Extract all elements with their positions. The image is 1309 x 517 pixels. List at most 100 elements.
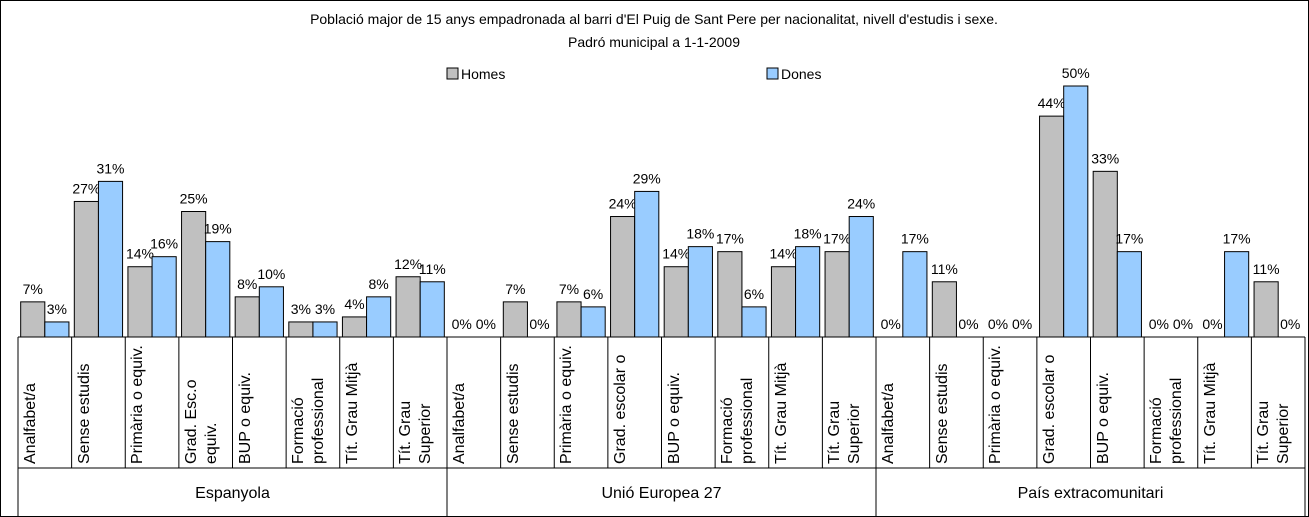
category-label: Formació professional (719, 377, 757, 464)
value-label: 11% (419, 261, 446, 277)
bar (97, 180, 124, 338)
value-label: 25% (180, 191, 208, 207)
category-label: Sense estudis (75, 363, 93, 464)
group-label: País extracomunitari (1018, 485, 1164, 502)
value-label: 17% (1115, 231, 1143, 247)
value-label: 24% (609, 196, 637, 212)
value-label: 0% (452, 316, 472, 332)
bar (848, 216, 874, 338)
value-label: 17% (901, 231, 929, 247)
value-label: 16% (150, 236, 178, 252)
bar (610, 216, 636, 338)
bar (770, 266, 797, 338)
value-label: 29% (633, 170, 661, 186)
bar (395, 276, 421, 338)
value-label: 7% (505, 281, 525, 297)
category-label: Grad. escolar o (611, 354, 629, 464)
category-label: Tít. Grau Superior (1255, 400, 1293, 464)
value-label: 0% (1173, 316, 1193, 332)
value-label: 18% (794, 226, 822, 242)
value-label: 14% (769, 246, 797, 262)
group-label: Espanyola (195, 485, 270, 502)
category-label: Primària o equiv. (129, 345, 147, 464)
value-label: 8% (237, 276, 257, 292)
category-label: Analfabet/a (451, 383, 468, 464)
bar (795, 246, 821, 338)
value-label: 7% (23, 281, 43, 297)
category-label: Tít. Grau Mitjà (1201, 362, 1219, 464)
category-label: Grad. Esc.o equiv. (182, 379, 220, 464)
bar (151, 256, 177, 338)
bar (502, 301, 528, 338)
bar (1092, 170, 1118, 338)
bar (824, 251, 850, 338)
value-label: 14% (126, 246, 154, 262)
value-label: 14% (662, 246, 690, 262)
bar (234, 296, 260, 338)
category-label: Sense estudis (933, 363, 951, 464)
value-label: 17% (716, 231, 744, 247)
category-label: Analfabet/a (22, 383, 39, 464)
bar (312, 321, 338, 338)
bar (341, 316, 368, 338)
category-label: Primària o equiv. (558, 345, 576, 464)
bar (741, 306, 767, 338)
value-label: 6% (583, 286, 603, 302)
bar (288, 321, 314, 338)
chart-title: Població major de 15 anys empadronada al… (310, 11, 998, 27)
value-label: 0% (881, 316, 901, 332)
bar (1224, 251, 1250, 338)
value-label: 0% (529, 316, 549, 332)
bar (258, 286, 284, 338)
legend-label: Homes (461, 66, 505, 82)
value-label: 17% (1223, 231, 1251, 247)
bar (1063, 85, 1089, 338)
bar (20, 301, 46, 338)
bar (931, 281, 957, 338)
category-label: Grad. escolar o (1040, 354, 1058, 464)
chart-subtitle: Padró municipal a 1-1-2009 (568, 34, 740, 50)
value-label: 0% (988, 316, 1008, 332)
value-label: 3% (291, 301, 311, 317)
category-label: Tít. Grau Superior (397, 400, 435, 464)
category-label: Tít. Grau Superior (826, 400, 864, 464)
bar (634, 190, 660, 338)
bar (127, 266, 153, 338)
category-label: BUP o equiv. (1094, 372, 1112, 464)
bar (687, 246, 713, 338)
bar (419, 281, 445, 338)
value-label: 11% (1253, 261, 1280, 277)
value-label: 19% (204, 221, 232, 237)
bar (580, 306, 606, 338)
value-label: 0% (958, 316, 978, 332)
value-label: 6% (744, 286, 764, 302)
value-label: 17% (823, 231, 851, 247)
value-label: 24% (847, 196, 875, 212)
bar (1116, 251, 1142, 338)
value-label: 0% (1202, 316, 1222, 332)
category-label: Tít. Grau Mitjà (772, 362, 790, 464)
bar (663, 266, 689, 338)
bar (1253, 281, 1279, 338)
legend-swatch (446, 67, 459, 80)
category-label: BUP o equiv. (665, 372, 683, 464)
value-label: 0% (476, 316, 496, 332)
value-label: 7% (559, 281, 579, 297)
group-label: Unió Europea 27 (601, 485, 721, 502)
bar (1039, 115, 1065, 338)
value-label: 50% (1062, 65, 1090, 81)
value-label: 10% (257, 266, 285, 282)
category-label: Tít. Grau Mitjà (343, 362, 361, 464)
bar (717, 251, 743, 338)
value-label: 3% (315, 301, 335, 317)
bar (366, 296, 392, 338)
value-label: 4% (344, 296, 364, 312)
bar (181, 211, 207, 338)
value-label: 18% (686, 226, 714, 242)
value-label: 3% (47, 301, 67, 317)
bar (556, 301, 582, 338)
category-label: Sense estudis (504, 363, 522, 464)
value-label: 44% (1038, 95, 1066, 111)
value-label: 8% (369, 276, 389, 292)
